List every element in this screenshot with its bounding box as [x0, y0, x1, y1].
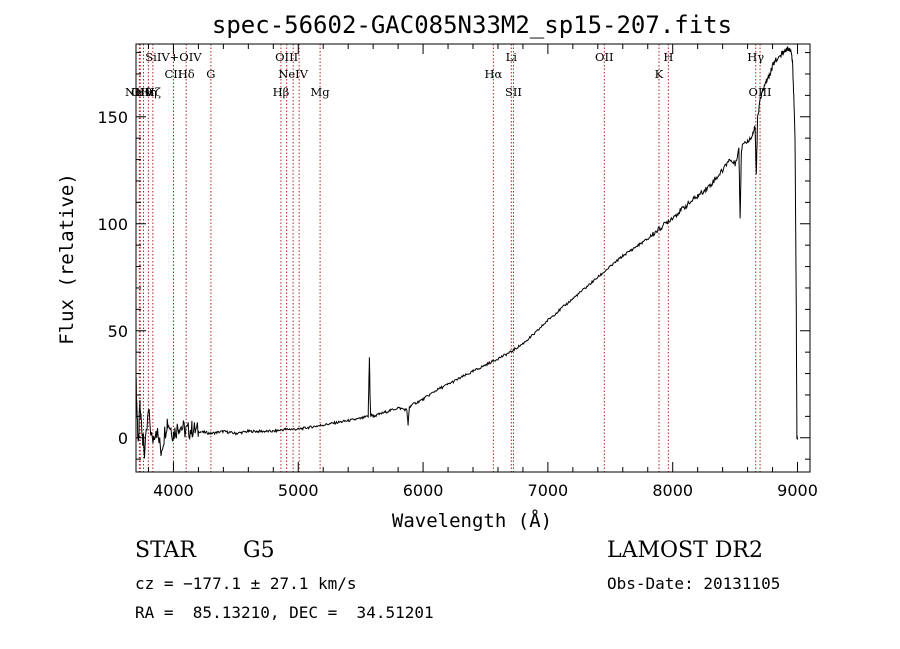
- chart-title: spec-56602-GAC085N33M2_sp15-207.fits: [212, 11, 732, 39]
- observation-date: Obs-Date: 20131105: [607, 574, 781, 593]
- line-label: Ne V: [125, 85, 155, 99]
- spectrum-series: [136, 46, 798, 459]
- line-label: OIII: [275, 50, 298, 64]
- line-label: SiIV+OIV: [145, 50, 202, 64]
- line-label: CII: [164, 67, 182, 81]
- x-tick-label: 6000: [403, 481, 444, 500]
- line-label: Mg: [311, 85, 331, 99]
- y-tick-label: 150: [97, 108, 128, 127]
- line-label: Hβ: [273, 85, 290, 99]
- x-tick-label: 7000: [528, 481, 569, 500]
- line-label: Hγ: [747, 50, 764, 64]
- line-label: SII: [505, 85, 522, 99]
- object-class: STAR: [135, 538, 196, 563]
- line-label: Hδ: [178, 67, 195, 81]
- x-tick-label: 9000: [777, 481, 818, 500]
- x-axis-ticks: 4000 5000 6000 7000 8000 9000: [147, 44, 818, 500]
- line-label: G: [206, 67, 215, 81]
- emission-line-markers: [138, 44, 761, 472]
- y-axis-label: Flux (relative): [56, 173, 78, 345]
- y-tick-label: 0: [118, 429, 128, 448]
- coordinates: RA = 85.13210, DEC = 34.51201: [135, 603, 434, 622]
- spectrum-line: [136, 46, 798, 459]
- line-label: H: [663, 50, 673, 64]
- line-label: Li: [506, 50, 518, 64]
- x-tick-label: 8000: [652, 481, 693, 500]
- object-subclass: G5: [243, 538, 275, 563]
- x-tick-label: 5000: [278, 481, 319, 500]
- line-label: Hζ: [145, 85, 161, 99]
- y-axis-ticks: 0 50 100 150: [97, 52, 810, 460]
- x-axis-label: Wavelength (Å): [392, 509, 552, 532]
- plot-frame: [135, 43, 811, 473]
- line-label: Hη: [140, 85, 157, 99]
- line-label: OII: [595, 50, 614, 64]
- x-tick-label: 4000: [153, 481, 194, 500]
- survey-name: LAMOST DR2: [607, 538, 763, 563]
- line-label: NeIV: [278, 67, 308, 81]
- redshift-velocity: cz = −177.1 ± 27.1 km/s: [135, 574, 357, 593]
- y-tick-label: 50: [108, 322, 128, 341]
- y-tick-label: 100: [97, 215, 128, 234]
- line-label: OIII: [749, 85, 772, 99]
- line-label: Hα: [484, 67, 502, 81]
- line-label: K: [655, 67, 664, 81]
